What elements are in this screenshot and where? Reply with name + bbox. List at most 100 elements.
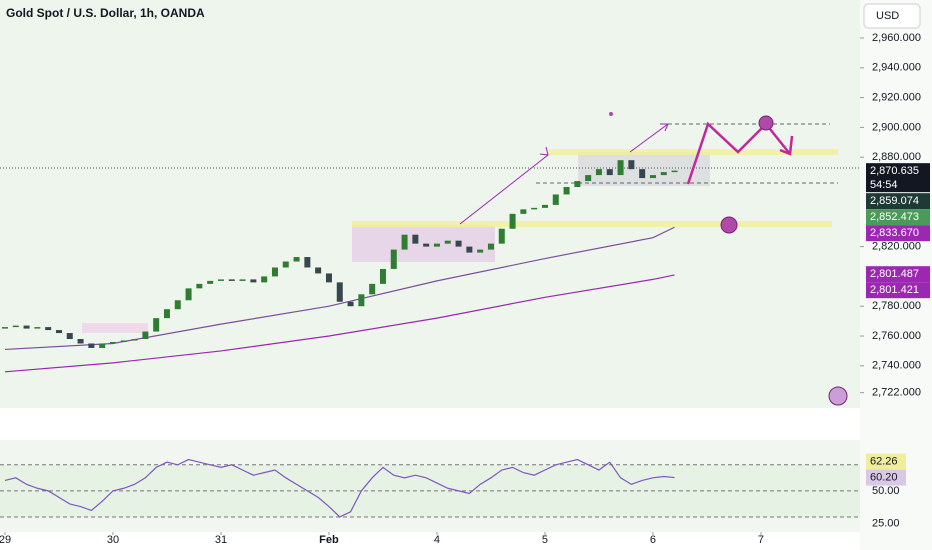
candle — [174, 300, 181, 310]
candle — [250, 279, 257, 283]
candle — [293, 257, 300, 262]
level-band — [548, 149, 838, 155]
candle — [498, 228, 505, 244]
y-tick-label: 2,820.000 — [872, 241, 921, 253]
candle — [207, 280, 214, 284]
rsi-tag-label: 60.20 — [870, 471, 898, 483]
price-tag-label: 2,801.487 — [870, 268, 919, 280]
rsi-line — [4, 458, 675, 518]
price-tag-label: 2,801.421 — [870, 284, 919, 296]
candle — [520, 209, 527, 214]
y-tick-label: 2,900.000 — [872, 121, 921, 133]
pane-gap — [0, 408, 860, 438]
candle — [282, 261, 289, 268]
candle — [1, 327, 8, 329]
candle — [433, 243, 440, 247]
candle — [423, 243, 430, 247]
x-tick-label: 6 — [650, 534, 656, 546]
candle — [239, 279, 246, 281]
x-tick-label: 31 — [215, 534, 227, 546]
candle — [23, 325, 30, 329]
marker — [758, 115, 774, 131]
chart-title: Gold Spot / U.S. Dollar, 1h, OANDA — [6, 6, 205, 20]
candle — [455, 240, 462, 247]
candle — [336, 282, 343, 302]
projection-head — [779, 135, 794, 156]
candle — [531, 207, 538, 210]
x-tick-label: 29 — [0, 534, 11, 546]
candle — [509, 213, 516, 229]
candle — [617, 160, 624, 176]
candle — [401, 234, 408, 250]
price-pane — [0, 0, 860, 408]
moving-average — [4, 274, 675, 373]
price-tag — [866, 282, 930, 299]
candle — [109, 341, 116, 344]
y-tick-label: 2,740.000 — [872, 360, 921, 372]
y-tick-label: 2,940.000 — [872, 62, 921, 74]
candle — [217, 279, 224, 281]
countdown: 54:54 — [870, 179, 898, 191]
candle — [444, 240, 451, 244]
candle — [271, 267, 278, 277]
arrow — [459, 154, 549, 225]
rsi-tag — [866, 453, 906, 470]
candle — [142, 331, 149, 340]
candle — [466, 246, 473, 253]
price-tag-label: 2,870.635 — [870, 165, 919, 177]
candle — [196, 283, 203, 289]
candle — [131, 339, 138, 341]
candle — [574, 181, 581, 188]
candle — [261, 276, 268, 283]
y-tick-label: 2,960.000 — [872, 32, 921, 44]
price-tag — [866, 193, 930, 210]
arrow — [629, 123, 669, 153]
candle — [45, 327, 52, 331]
candle — [477, 249, 484, 253]
marker — [720, 216, 738, 234]
currency: USD — [876, 10, 899, 22]
candle — [347, 301, 354, 307]
price-tag-label: 2,852.473 — [870, 211, 919, 223]
price-tag — [866, 209, 930, 226]
candle — [563, 187, 570, 195]
candle — [325, 273, 332, 283]
x-tick-label: 4 — [434, 534, 440, 546]
flag-icon[interactable] — [828, 386, 848, 406]
x-tick-label: 5 — [542, 534, 548, 546]
x-tick-label: Feb — [319, 534, 339, 546]
candle — [595, 169, 602, 176]
candle — [390, 249, 397, 269]
candle — [369, 283, 376, 295]
candle — [552, 194, 559, 205]
price-tag — [866, 266, 930, 283]
projection — [686, 121, 791, 185]
zone-box — [352, 225, 495, 262]
candle — [487, 243, 494, 250]
candle — [660, 172, 667, 176]
rsi-tag — [866, 469, 906, 486]
candle — [671, 170, 678, 173]
candle — [120, 340, 127, 342]
candle — [66, 333, 73, 340]
rsi-tick-label: 25.00 — [872, 517, 900, 529]
candle — [185, 288, 192, 301]
zone-box — [82, 323, 148, 333]
arrow-head — [539, 146, 549, 156]
candle — [163, 309, 170, 319]
candle — [541, 204, 548, 208]
marker — [609, 112, 613, 116]
y-tick-label: 2,880.000 — [872, 151, 921, 163]
candle — [228, 279, 235, 281]
candle — [412, 234, 419, 244]
candle — [639, 169, 646, 179]
candle — [649, 175, 656, 179]
y-tick-label: 2,722.000 — [872, 387, 921, 399]
candle — [358, 294, 365, 307]
price-tag-label: 2,859.074 — [870, 195, 919, 207]
x-tick-label: 7 — [758, 534, 764, 546]
candle — [606, 169, 613, 176]
currency-box[interactable] — [863, 3, 921, 29]
price-tag — [866, 225, 930, 242]
